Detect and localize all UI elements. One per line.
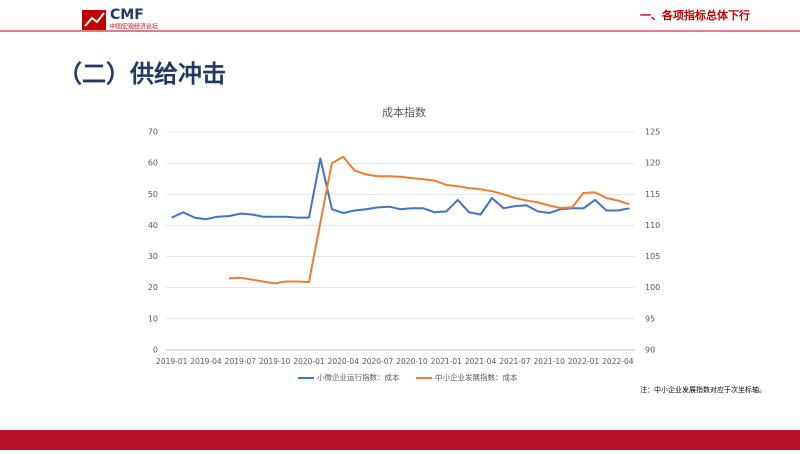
x-tick-label: 2021-10 [534, 357, 566, 366]
y-tick-label: 10 [148, 314, 158, 323]
y2-tick-label: 125 [645, 128, 660, 137]
x-tick-label: 2022-04 [602, 357, 634, 366]
logo-sub: 中国宏观经济论坛 [110, 23, 158, 31]
x-tick-label: 2021-01 [431, 357, 463, 366]
y-tick-label: 70 [148, 128, 158, 137]
x-tick-label: 2020-07 [362, 357, 394, 366]
x-tick-label: 2020-10 [396, 357, 428, 366]
legend-label: 小微企业运行指数：成本 [317, 372, 400, 382]
x-tick-label: 2021-07 [499, 357, 531, 366]
x-tick-label: 2020-04 [328, 357, 360, 366]
y2-tick-label: 105 [645, 252, 660, 261]
y-tick-label: 60 [148, 159, 158, 168]
chart-title: 成本指数 [382, 105, 426, 119]
y-tick-label: 50 [148, 190, 158, 199]
logo-text: CMF [110, 7, 144, 23]
legend-label: 中小企业发展指数：成本 [435, 372, 518, 382]
slide-title: （二）供给冲击 [58, 60, 226, 88]
x-tick-label: 2022-01 [568, 357, 600, 366]
x-tick-label: 2019-04 [190, 357, 222, 366]
x-tick-label: 2020-01 [293, 357, 325, 366]
y2-tick-label: 100 [645, 283, 660, 292]
x-tick-label: 2021-04 [465, 357, 497, 366]
section-title: 一、各项指标总体下行 [640, 8, 750, 22]
x-tick-label: 2019-01 [156, 357, 188, 366]
y-tick-label: 0 [153, 346, 158, 355]
y-tick-label: 30 [148, 252, 158, 261]
y2-tick-label: 95 [645, 314, 655, 323]
x-tick-label: 2019-07 [225, 357, 257, 366]
note: 注：中小企业发展指数对应于次坐标轴。 [640, 385, 766, 394]
y-tick-label: 40 [148, 221, 158, 230]
series-line [228, 155, 630, 285]
y2-tick-label: 120 [645, 159, 660, 168]
y2-tick-label: 115 [645, 190, 660, 199]
logo-arrow [84, 12, 105, 27]
footer-band [0, 430, 800, 450]
y-tick-label: 20 [148, 283, 158, 292]
y2-tick-label: 110 [645, 221, 660, 230]
y2-tick-label: 90 [645, 346, 655, 355]
x-tick-label: 2019-10 [259, 357, 291, 366]
series-line [171, 157, 630, 221]
